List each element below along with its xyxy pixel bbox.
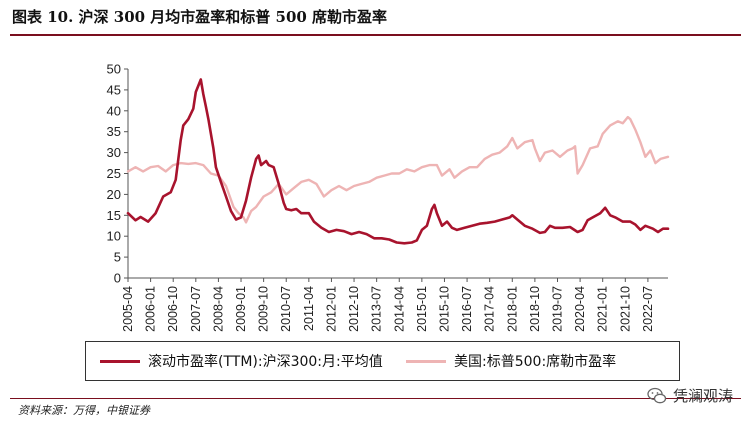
- chart-legend: 滚动市盈率(TTM):沪深300:月:平均值 美国:标普500:席勒市盈率: [85, 341, 680, 381]
- x-tick-label: 2005-04: [121, 286, 135, 332]
- x-tick-label: 2012-01: [324, 286, 338, 332]
- y-tick-label: 0: [114, 271, 121, 286]
- series-line-1: [126, 78, 670, 245]
- series-line-2: [126, 115, 670, 224]
- y-tick-label: 15: [107, 208, 121, 223]
- y-tick-label: 5: [114, 250, 121, 265]
- watermark: 凭澜观涛: [647, 385, 733, 406]
- x-tick-label: 2011-04: [302, 286, 316, 331]
- y-tick-label: 40: [107, 103, 121, 118]
- x-tick-label: 2017-04: [483, 286, 497, 332]
- chart-axes: 0 5 10 15 20 25 30 35 40 45 50 2005-04 2006-01 2006-1…: [107, 62, 668, 332]
- legend-swatch-series-1: [100, 359, 140, 363]
- x-tick-label: 2009-10: [257, 286, 271, 332]
- y-tick-label: 10: [107, 229, 121, 244]
- x-tick-label: 2012-10: [347, 286, 361, 332]
- x-tick-label: 2018-10: [528, 286, 542, 332]
- legend-label-series-2: 美国:标普500:席勒市盈率: [454, 354, 617, 370]
- y-tick-label: 45: [107, 82, 121, 97]
- x-tick-label: 2021-10: [618, 286, 632, 332]
- source-note: 资料来源：万得，中银证券: [18, 404, 150, 417]
- watermark-text: 凭澜观涛: [672, 387, 733, 405]
- x-tick-label: 2006-10: [166, 286, 180, 332]
- footer-rule: [10, 398, 741, 399]
- x-tick-label: 2016-07: [460, 286, 474, 332]
- x-tick-label: 2015-10: [437, 286, 451, 332]
- legend-item-series-1: 滚动市盈率(TTM):沪深300:月:平均值: [100, 351, 383, 371]
- x-tick-label: 2013-07: [370, 286, 384, 332]
- x-tick-label: 2008-04: [211, 286, 225, 332]
- y-tick-label: 50: [107, 62, 121, 77]
- legend-item-series-2: 美国:标普500:席勒市盈率: [406, 351, 616, 371]
- legend-label-series-1: 滚动市盈率(TTM):沪深300:月:平均值: [148, 354, 383, 370]
- x-tick-label: 2018-01: [505, 286, 519, 332]
- x-tick-label: 2022-07: [641, 286, 655, 332]
- y-tick-label: 25: [107, 166, 121, 181]
- wechat-logo-icon: [647, 387, 667, 403]
- y-tick-label: 30: [107, 145, 121, 160]
- y-tick-label: 35: [107, 124, 121, 139]
- x-tick-label: 2019-07: [550, 286, 564, 332]
- x-tick-label: 2010-07: [279, 286, 293, 332]
- chart-series: [126, 78, 670, 245]
- x-tick-label: 2009-01: [234, 286, 248, 332]
- y-tick-label: 20: [107, 187, 121, 202]
- x-tick-label: 2021-01: [596, 286, 610, 332]
- x-tick-label: 2006-01: [144, 286, 158, 332]
- legend-swatch-series-2: [406, 359, 446, 363]
- x-tick-label: 2015-01: [415, 286, 429, 332]
- x-tick-label: 2014-04: [392, 286, 406, 332]
- title-rule: [10, 34, 741, 36]
- x-tick-label: 2020-04: [573, 286, 587, 332]
- figure-title: 图表 10. 沪深 300 月均市盈率和标普 500 席勒市盈率: [12, 8, 388, 26]
- x-tick-label: 2007-07: [189, 286, 203, 332]
